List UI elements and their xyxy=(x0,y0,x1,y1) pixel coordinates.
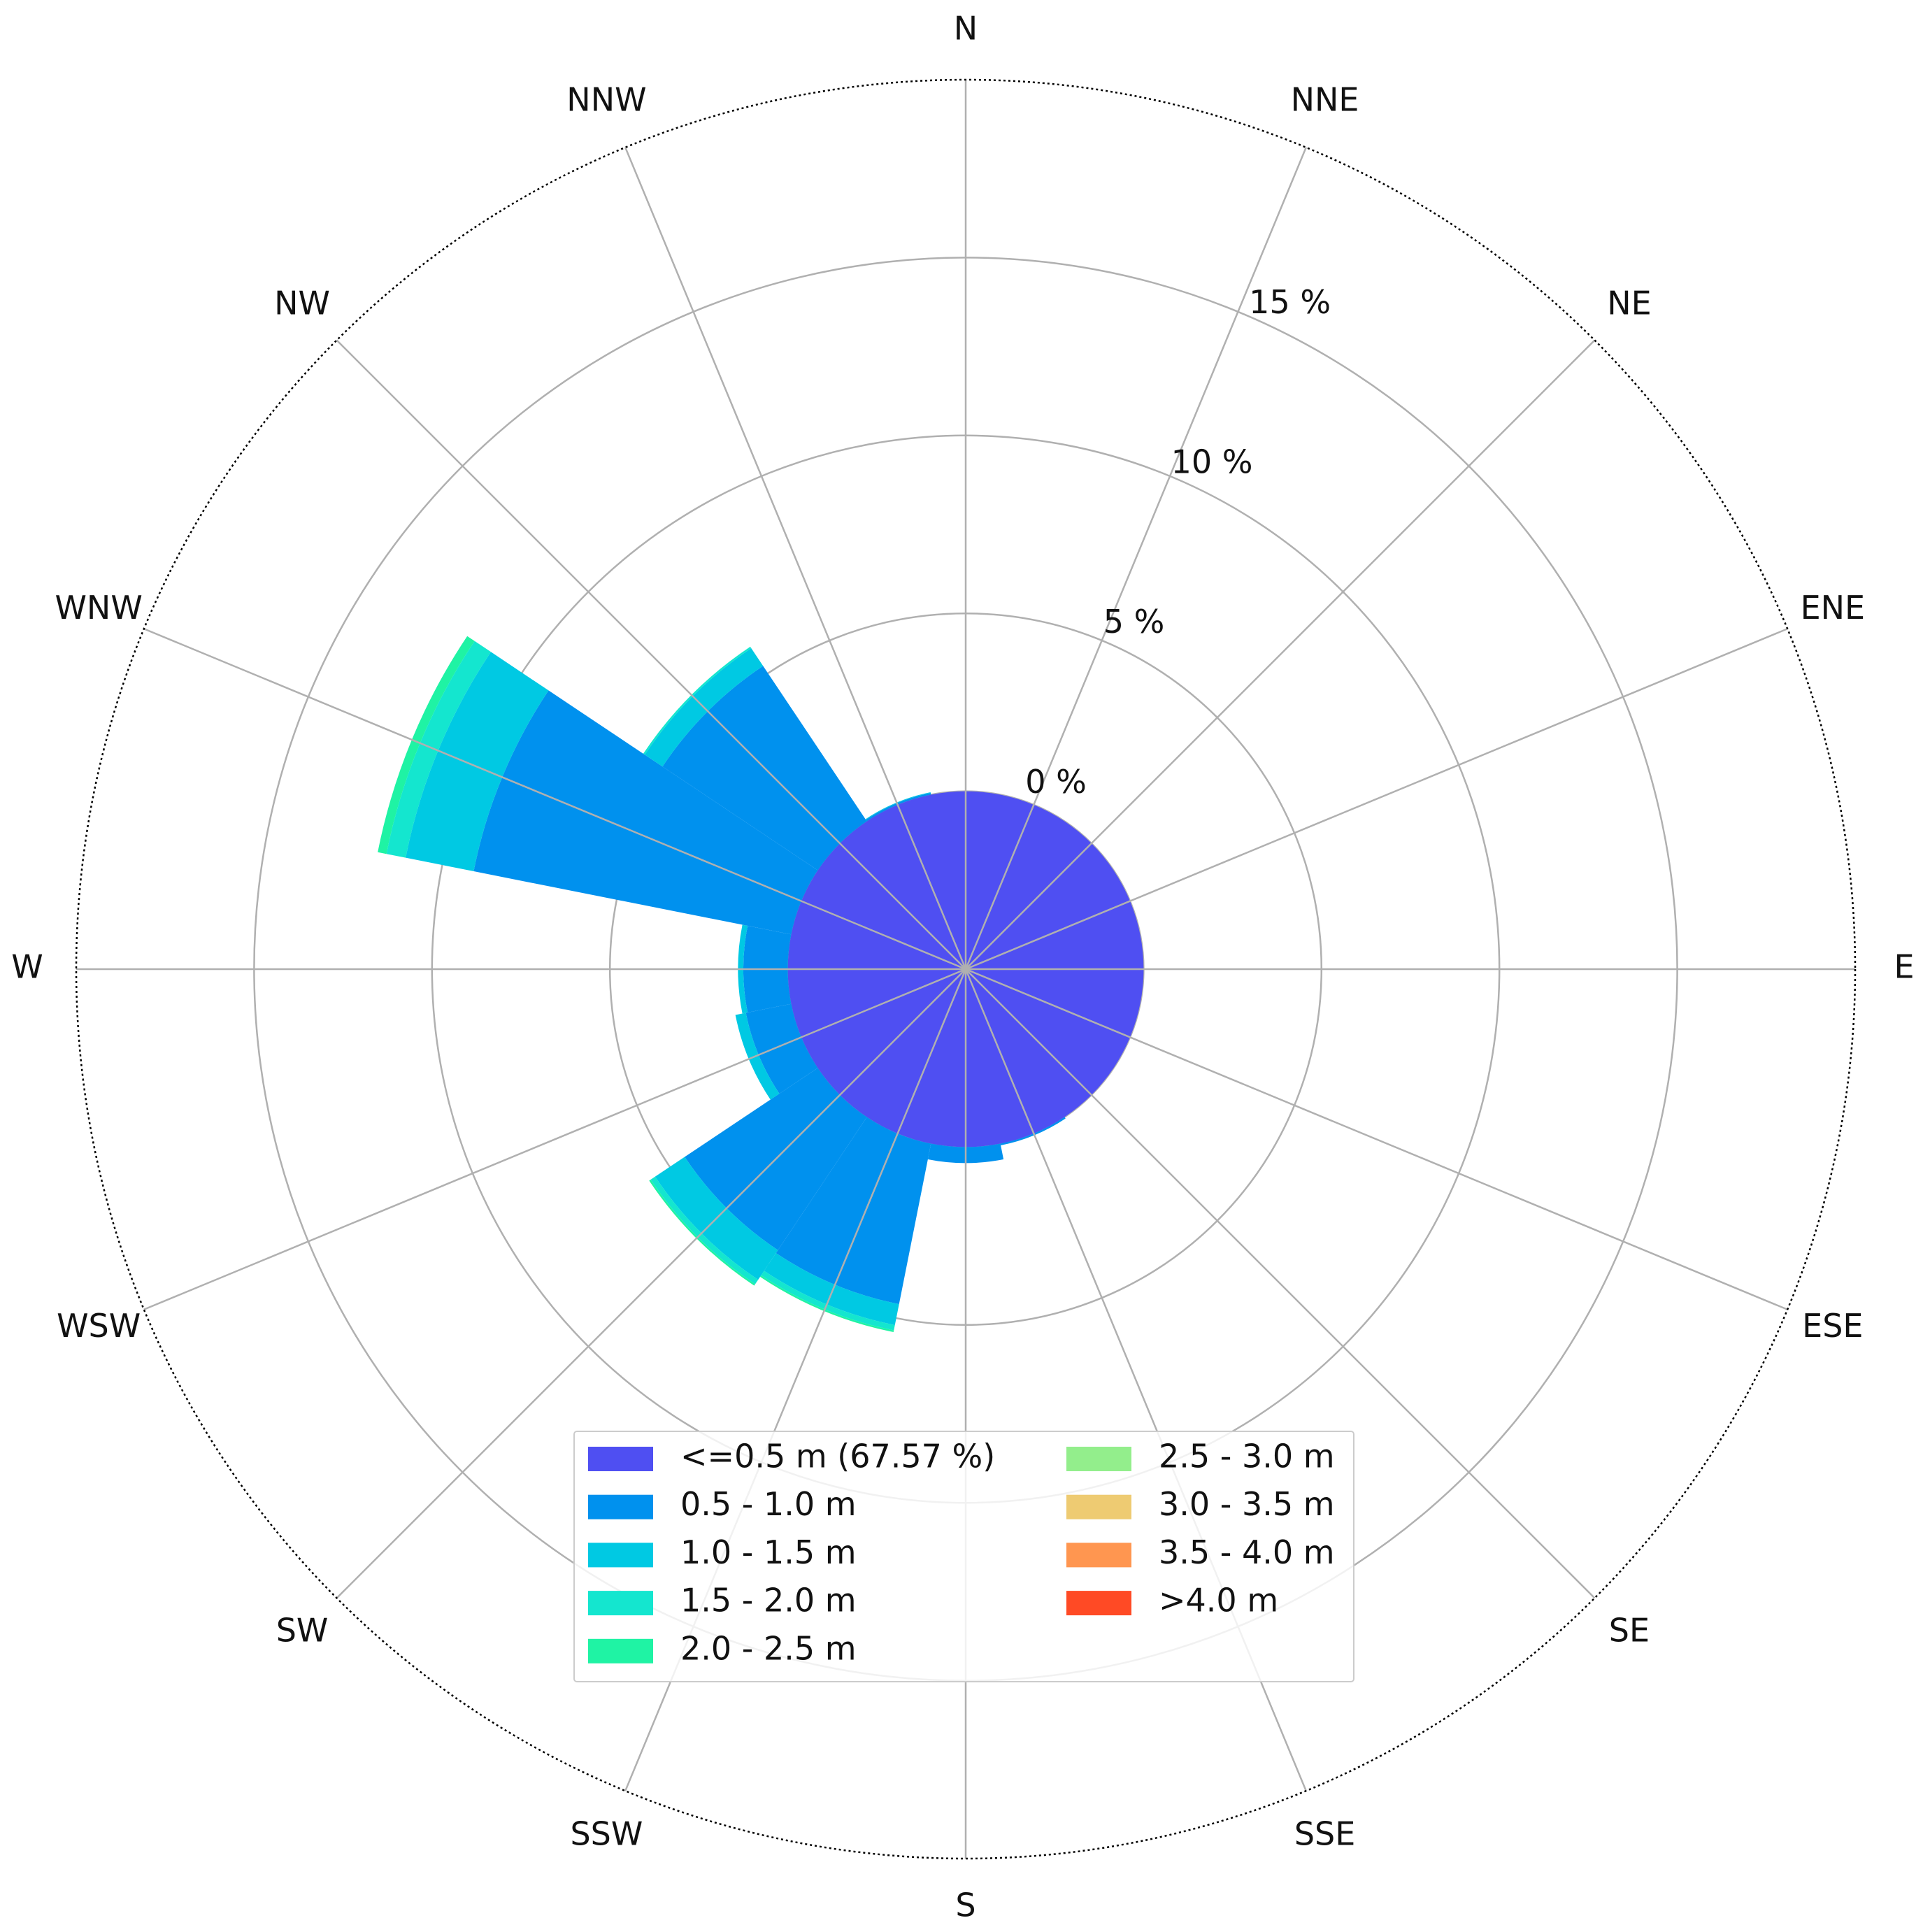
legend-swatch xyxy=(588,1494,653,1519)
wind-sector xyxy=(386,641,492,858)
direction-label: NNE xyxy=(1291,81,1359,119)
spoke xyxy=(143,628,966,971)
wind-sector xyxy=(775,1117,931,1305)
direction-label: WSW xyxy=(57,1307,141,1345)
legend-label: 1.0 - 1.5 m xyxy=(680,1533,857,1571)
legend-swatch xyxy=(588,1591,653,1616)
wind-sector xyxy=(650,1176,759,1285)
radial-tick-label: 0 % xyxy=(1025,763,1087,801)
wind-sector xyxy=(1000,1117,1066,1146)
direction-label: NW xyxy=(274,285,330,322)
direction-label: SW xyxy=(276,1611,329,1649)
spoke xyxy=(965,968,1788,1310)
direction-label: S xyxy=(955,1887,975,1924)
legend-swatch xyxy=(1066,1447,1131,1471)
direction-label: SE xyxy=(1609,1611,1650,1649)
legend-box xyxy=(573,1431,1354,1682)
direction-label: SSE xyxy=(1294,1815,1355,1852)
direction-label: W xyxy=(11,948,43,986)
direction-label: ENE xyxy=(1801,589,1866,627)
spoke xyxy=(336,339,966,970)
wind-sector xyxy=(473,690,818,935)
wind-sector xyxy=(378,636,475,854)
wind-sector xyxy=(761,1271,895,1331)
spoke xyxy=(965,968,1596,1599)
direction-label: NE xyxy=(1607,285,1651,322)
legend-swatch xyxy=(588,1543,653,1568)
radial-tick-label: 15 % xyxy=(1249,283,1331,321)
legend-label: 1.5 - 2.0 m xyxy=(680,1582,857,1619)
direction-label: E xyxy=(1894,948,1914,986)
radial-tick-label: 5 % xyxy=(1103,603,1165,641)
wind-sector xyxy=(764,1253,899,1326)
legend-label: <=0.5 m (67.57 %) xyxy=(680,1438,995,1475)
wind-sector xyxy=(866,792,931,822)
spoke xyxy=(964,147,1307,970)
legend-label: >4.0 m xyxy=(1159,1582,1278,1619)
spoke xyxy=(965,628,1788,971)
legend-swatch xyxy=(588,1638,653,1663)
legend: <=0.5 m (67.57 %) 0.5 - 1.0 m 1.0 - 1.5 m 1… xyxy=(573,1431,1354,1682)
spoke xyxy=(143,968,966,1310)
direction-label: N xyxy=(954,10,978,48)
spoke xyxy=(965,339,1596,970)
direction-label: ESE xyxy=(1802,1307,1863,1345)
direction-label: SSW xyxy=(570,1815,643,1852)
legend-swatch xyxy=(1066,1591,1131,1616)
spoke xyxy=(624,147,967,970)
outer-spine xyxy=(75,78,1857,1860)
legend-label: 2.5 - 3.0 m xyxy=(1159,1438,1335,1475)
legend-swatch xyxy=(1066,1543,1131,1568)
wind-sector xyxy=(745,1003,818,1094)
direction-label: WNW xyxy=(55,589,142,627)
radial-tick-label: 10 % xyxy=(1171,443,1253,481)
legend-label: 3.0 - 3.5 m xyxy=(1159,1485,1335,1523)
spoke xyxy=(336,968,966,1599)
legend-swatch xyxy=(588,1447,653,1471)
legend-label: 3.5 - 4.0 m xyxy=(1159,1533,1335,1571)
legend-label: 2.0 - 2.5 m xyxy=(680,1629,857,1667)
legend-label: 0.5 - 1.0 m xyxy=(680,1485,857,1523)
direction-label: NNW xyxy=(566,81,646,119)
wind-sector xyxy=(406,652,549,872)
legend-swatch xyxy=(1066,1494,1131,1519)
